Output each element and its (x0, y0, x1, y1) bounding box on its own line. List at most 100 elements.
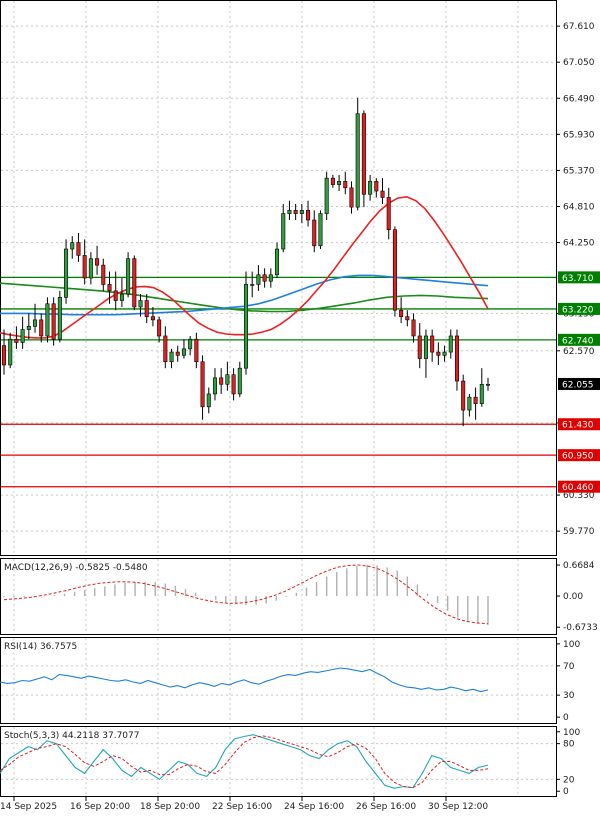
candle-body-52 (324, 177, 329, 214)
rsi-tick-label-2: 30 (563, 691, 575, 701)
stoch-tick-label-1: 80 (563, 740, 575, 750)
candle-body-5 (33, 319, 38, 327)
candle-body-56 (349, 187, 354, 208)
candle-body-32 (200, 361, 205, 408)
level-label-bg-1 (558, 302, 600, 315)
candle-body-78 (485, 383, 491, 386)
candle-body-51 (318, 213, 323, 247)
candle-body-2 (14, 338, 19, 343)
candle-body-12 (76, 242, 81, 256)
candle-body-66 (411, 319, 416, 337)
candle-body-11 (70, 242, 75, 250)
rsi-panel-frame (0, 637, 557, 724)
candle-body-69 (430, 335, 435, 353)
candle-body-13 (82, 255, 87, 279)
macd-title: MACD(12,26,9) -0.5825 -0.5480 (4, 563, 148, 573)
candle-body-64 (399, 309, 404, 317)
candle-body-29 (181, 348, 186, 356)
stoch-panel: 100 80 20 0 (0, 727, 580, 797)
candle-body-15 (95, 258, 100, 266)
candle-body-10 (64, 248, 69, 298)
candle-body-48 (299, 210, 304, 214)
time-tick-label-2: 18 Sep 20:00 (140, 802, 200, 812)
price-panel-frame (0, 0, 557, 556)
candle-body-27 (169, 351, 174, 363)
time-tick-label-5: 26 Sep 16:00 (356, 802, 416, 812)
macd-tick-label-0: 0.6684 (563, 561, 595, 571)
price-tick-label-1: 67.050 (563, 58, 595, 68)
candle-body-53 (330, 177, 335, 185)
price-tick-label-11: 59.770 (563, 527, 595, 537)
rsi-title: RSI(14) 36.7575 (4, 642, 77, 652)
candle-body-72 (448, 335, 453, 353)
level-label-0: 63.710 (562, 274, 594, 284)
candle-body-35 (219, 377, 224, 385)
macd-signal-line (3, 564, 489, 625)
candle-body-37 (231, 374, 236, 395)
rsi-tick-label-0: 100 (563, 640, 580, 650)
current-price-label: 62.055 (562, 380, 594, 390)
candle-body-20 (126, 258, 131, 295)
macd-tick-label-1: 0.00 (563, 592, 583, 602)
candle-body-71 (442, 351, 447, 356)
current-price-bg (558, 377, 600, 390)
stoch-title: Stoch(5,3,3) 44.2118 37.7077 (4, 731, 139, 741)
stoch-panel-frame (0, 726, 557, 797)
price-tick-label-2: 66.490 (563, 94, 595, 104)
candle-body-61 (380, 190, 385, 198)
stoch-signal-line (0, 735, 489, 789)
candle-body-74 (461, 380, 466, 411)
level-label-2: 62.740 (562, 336, 594, 346)
candle-body-46 (287, 210, 292, 214)
level-label-bg-5 (558, 480, 600, 493)
rsi-tick-label-1: 70 (563, 662, 575, 672)
stoch-tick-label-0: 100 (563, 728, 580, 738)
candle-body-36 (225, 374, 230, 385)
price-tick-label-4: 65.370 (563, 166, 595, 176)
level-label-bg-2 (558, 333, 600, 346)
time-tick-label-6: 30 Sep 12:00 (428, 802, 488, 812)
candle-body-33 (206, 393, 211, 408)
candle-body-49 (306, 210, 311, 221)
candle-body-42 (262, 274, 267, 282)
price-tick-label-8: 62.570 (563, 347, 595, 357)
candle-body-59 (368, 181, 373, 195)
candle-body-19 (119, 293, 124, 301)
candle-body-21 (132, 258, 137, 308)
candle-body-30 (188, 338, 193, 350)
candle-body-73 (454, 335, 459, 382)
stoch-tick-label-2: 20 (563, 775, 575, 785)
candle-body-16 (101, 264, 106, 285)
level-label-bg-3 (558, 418, 600, 431)
level-label-1: 63.220 (562, 305, 594, 315)
level-label-5: 60.460 (562, 483, 594, 493)
time-tick-label-1: 16 Sep 20:00 (70, 802, 130, 812)
candle-body-3 (20, 329, 25, 343)
candle-body-75 (467, 396, 472, 411)
candle-body-1 (8, 338, 13, 366)
time-tick-label-4: 24 Sep 16:00 (284, 802, 344, 812)
candle-body-26 (163, 335, 168, 363)
candle-body-43 (268, 274, 273, 282)
candle-body-65 (405, 316, 410, 321)
stoch-tick-label-3: 0 (563, 787, 569, 797)
time-tick-label-3: 22 Sep 16:00 (212, 802, 272, 812)
macd-panel: 0.6684 0.00 -0.6733 (3, 559, 598, 634)
level-label-bg-0 (558, 271, 600, 284)
price-tick-label-10: 60.330 (563, 491, 595, 501)
candle-body-62 (386, 197, 391, 230)
candle-body-4 (26, 326, 31, 330)
price-tick-label-0: 67.610 (563, 22, 595, 32)
candle-body-77 (479, 383, 484, 404)
candle-body-24 (150, 316, 155, 321)
candle-body-60 (374, 181, 379, 192)
candle-body-9 (57, 297, 62, 340)
candle-body-38 (237, 367, 242, 395)
candle-body-54 (337, 181, 342, 185)
time-axis: 14 Sep 2025 16 Sep 20:00 18 Sep 20:00 22 Se… (0, 797, 488, 812)
candle-body-47 (293, 210, 298, 214)
candle-body-0 (1, 345, 7, 366)
candle-body-17 (107, 284, 112, 292)
candle-body-68 (423, 335, 428, 359)
